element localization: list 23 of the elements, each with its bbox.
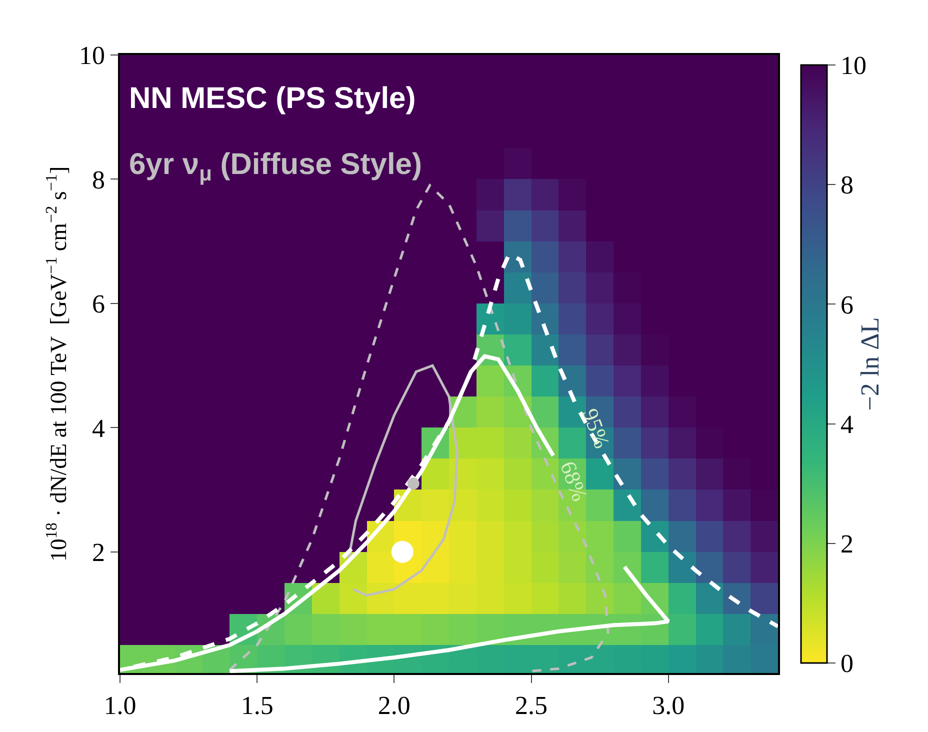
y-tick-label: 10 [79,41,106,70]
annotation: 68% [555,458,593,504]
line-series [228,184,610,672]
color-bar-label: 4 [840,410,854,439]
annotation: 95% [578,405,615,452]
x-tick-label: 2.5 [515,690,548,720]
y-tick-label: 2 [92,538,106,567]
x-tick-label: 3.0 [652,690,685,720]
y-tick-label: 4 [92,414,106,443]
color-bar-label: 10 [840,51,866,80]
annotation: NN MESC (PS Style) [129,82,416,115]
annotation: 6yr ν$_{μ}$ (Diffuse Style) [129,148,422,186]
color-bar-label: 2 [840,530,854,558]
color-bar-label: 8 [840,170,854,200]
x-tick-label: 1.5 [240,690,274,720]
y-tick-label: 8 [92,165,106,194]
color-bar-label: 0 [840,649,854,678]
y-tick-label: 6 [92,290,106,319]
x-tick-label: 1.0 [104,690,136,720]
color-bar-label: 6 [840,290,854,320]
line-series [346,364,458,597]
x-tick-label: 2.0 [378,690,410,720]
color-bar-title: −2 ln ΔL [855,317,884,411]
